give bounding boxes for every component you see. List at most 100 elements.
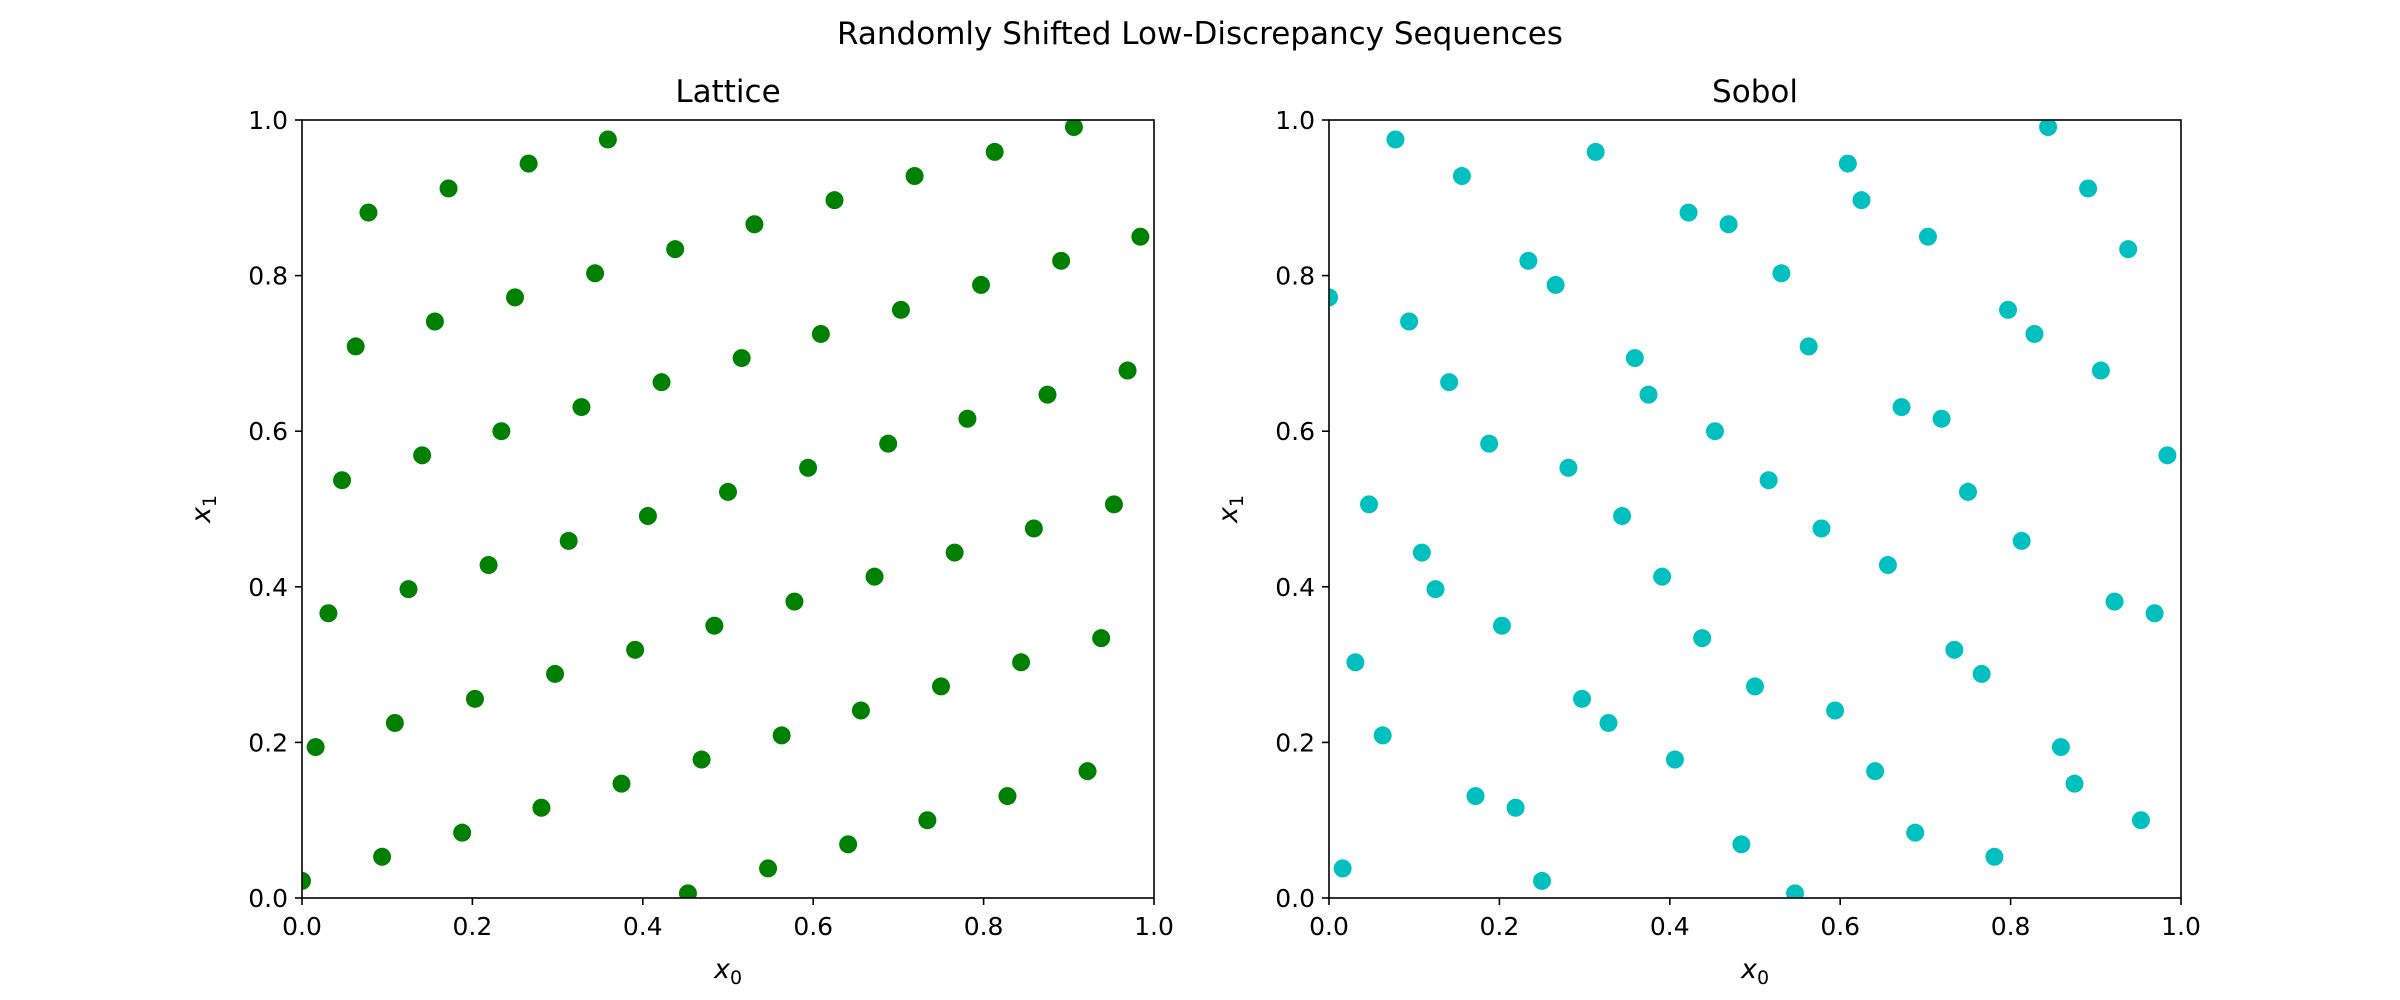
sobol-point bbox=[1719, 215, 1738, 234]
sobol-point bbox=[2119, 240, 2138, 259]
sobol-point bbox=[1360, 495, 1379, 514]
sobol-point bbox=[1559, 458, 1578, 477]
sobol-point bbox=[1440, 373, 1459, 392]
sobol-ytick-label: 1.0 bbox=[1275, 106, 1315, 135]
lattice-point bbox=[958, 409, 977, 428]
sobol-point bbox=[1759, 471, 1778, 490]
sobol-point bbox=[1329, 288, 1338, 307]
sobol-point bbox=[1452, 167, 1471, 186]
sobol-point bbox=[2079, 179, 2098, 198]
lattice-point bbox=[719, 482, 737, 501]
sobol-point bbox=[1866, 762, 1885, 781]
sobol-point bbox=[1826, 701, 1845, 720]
sobol-point bbox=[1972, 664, 1991, 683]
lattice-ytick-label: 0.6 bbox=[248, 417, 288, 446]
lattice-point bbox=[439, 179, 458, 198]
sobol-point bbox=[1492, 616, 1511, 635]
lattice-point bbox=[705, 616, 724, 635]
lattice-point bbox=[772, 726, 791, 745]
sobol-ytick-label: 0.8 bbox=[1275, 262, 1315, 291]
sobol-point bbox=[2065, 774, 2084, 793]
lattice-point bbox=[506, 288, 524, 307]
lattice-point bbox=[492, 422, 511, 441]
lattice-point bbox=[302, 871, 311, 890]
lattice-xtick-label: 0.2 bbox=[453, 912, 493, 941]
lattice-point bbox=[891, 300, 910, 319]
sobol-point bbox=[1799, 337, 1818, 356]
lattice-axes-frame bbox=[301, 119, 1155, 899]
sobol-ytick-label: 0.2 bbox=[1275, 728, 1315, 757]
sobol-point bbox=[1412, 543, 1431, 562]
lattice-point bbox=[811, 324, 830, 343]
lattice-xtick-label: 1.0 bbox=[1134, 912, 1174, 941]
lattice-point bbox=[678, 884, 697, 898]
lattice-point bbox=[559, 531, 578, 550]
lattice-point bbox=[626, 640, 645, 659]
sobol-ytick-label: 0.4 bbox=[1275, 573, 1315, 602]
sobol-point bbox=[1959, 482, 1977, 501]
sobol-point bbox=[1346, 653, 1365, 672]
lattice-point bbox=[945, 543, 964, 562]
sobol-point bbox=[1732, 835, 1751, 854]
sobol-point bbox=[1546, 275, 1565, 294]
lattice-point bbox=[879, 434, 898, 453]
sobol-ytick-label: 0.0 bbox=[1275, 884, 1315, 913]
sobol-point bbox=[1812, 519, 1831, 538]
lattice-ylabel: x1 bbox=[186, 495, 221, 524]
lattice-point bbox=[932, 677, 950, 696]
sobol-point bbox=[1892, 398, 1911, 417]
lattice-point bbox=[1012, 653, 1031, 672]
sobol-title: Sobol bbox=[1712, 74, 1798, 110]
sobol-xtick-label: 0.0 bbox=[1309, 912, 1349, 941]
lattice-point bbox=[425, 312, 444, 331]
lattice-point bbox=[732, 349, 751, 368]
lattice-point bbox=[1131, 227, 1150, 246]
sobol-point bbox=[1985, 847, 2004, 866]
sobol-point bbox=[2051, 738, 2070, 757]
sobol-point bbox=[1932, 409, 1951, 428]
lattice-ytick-label: 0.8 bbox=[248, 262, 288, 291]
sobol-point bbox=[1573, 689, 1592, 708]
lattice-point bbox=[865, 567, 884, 586]
lattice-point bbox=[692, 750, 711, 769]
lattice-point bbox=[745, 215, 764, 234]
lattice-point bbox=[985, 142, 1004, 161]
sobol-point bbox=[1613, 507, 1632, 526]
lattice-xlabel: x0 bbox=[713, 954, 742, 989]
lattice-point bbox=[638, 507, 657, 526]
lattice-point bbox=[799, 458, 818, 477]
lattice-point bbox=[465, 689, 484, 708]
lattice-point bbox=[373, 847, 392, 866]
lattice-point bbox=[1104, 495, 1123, 514]
sobol-point bbox=[1665, 750, 1684, 769]
sobol-point bbox=[1333, 859, 1352, 878]
lattice-point bbox=[918, 811, 937, 830]
lattice-point bbox=[479, 556, 498, 575]
lattice-point bbox=[785, 592, 804, 611]
sobol-axes-frame bbox=[1328, 119, 2182, 899]
lattice-ytick-label: 0.2 bbox=[248, 728, 288, 757]
sobol-xtick-label: 0.4 bbox=[1650, 912, 1690, 941]
lattice-point bbox=[319, 604, 338, 623]
sobol-xtick-label: 1.0 bbox=[2161, 912, 2201, 941]
sobol-point bbox=[2131, 811, 2150, 830]
sobol-point bbox=[1906, 823, 1925, 842]
sobol-point bbox=[2158, 446, 2177, 465]
sobol-point bbox=[1599, 713, 1618, 732]
sobol-xtick-label: 0.8 bbox=[1991, 912, 2031, 941]
lattice-ytick-label: 1.0 bbox=[248, 106, 288, 135]
sobol-xlabel: x0 bbox=[1740, 954, 1769, 989]
lattice-point bbox=[851, 701, 870, 720]
lattice-title: Lattice bbox=[675, 74, 780, 110]
lattice-point bbox=[532, 798, 551, 817]
lattice-point bbox=[839, 835, 858, 854]
lattice-panel: Lattice 0.0 0.2 0.4 0.6 0.8 1.0 0.0 0.2 0.4 0.6 0.8… bbox=[186, 74, 1174, 989]
lattice-point bbox=[306, 738, 325, 757]
lattice-ytick-label: 0.4 bbox=[248, 573, 288, 602]
sobol-point bbox=[1693, 629, 1712, 648]
sobol-panel: Sobol 0.0 0.2 0.4 0.6 0.8 1.0 0.0 0.2 0.4 0.6 0.8 1.… bbox=[1213, 74, 2201, 989]
sobol-xtick-label: 0.2 bbox=[1480, 912, 1520, 941]
sobol-point bbox=[2091, 361, 2110, 380]
sobol-point bbox=[1679, 203, 1698, 222]
